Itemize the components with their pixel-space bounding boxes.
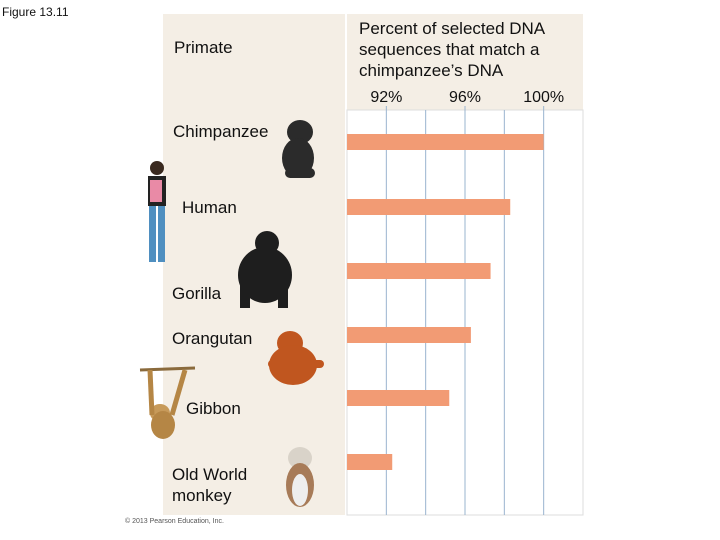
category-label: Chimpanzee [173,122,269,141]
monkey-icon [286,447,314,507]
bar [347,327,471,343]
x-tick-label: 92% [370,89,402,106]
copyright: © 2013 Pearson Education, Inc. [125,517,224,525]
human-icon [148,161,166,262]
chart-title: Percent of selected DNA sequences that m… [359,19,545,80]
header-panel [347,14,583,110]
bar [347,199,511,215]
bar [347,263,491,279]
figure-label: Figure 13.11 [2,5,69,19]
x-tick-label: 96% [449,89,481,106]
bar [347,390,450,406]
category-label: Gorilla [172,284,222,303]
category-label: Orangutan [172,329,253,348]
category-label: Old World monkey [172,465,248,505]
bar [347,134,544,150]
category-label: Human [182,198,237,217]
category-label: Gibbon [186,399,241,418]
bar [347,454,393,470]
chimp-icon [282,120,315,178]
orangutan-icon [268,331,324,385]
category-header: Primate [174,38,233,57]
x-tick-label: 100% [523,89,564,106]
gorilla-icon [238,231,292,308]
gibbon-icon [139,366,196,439]
